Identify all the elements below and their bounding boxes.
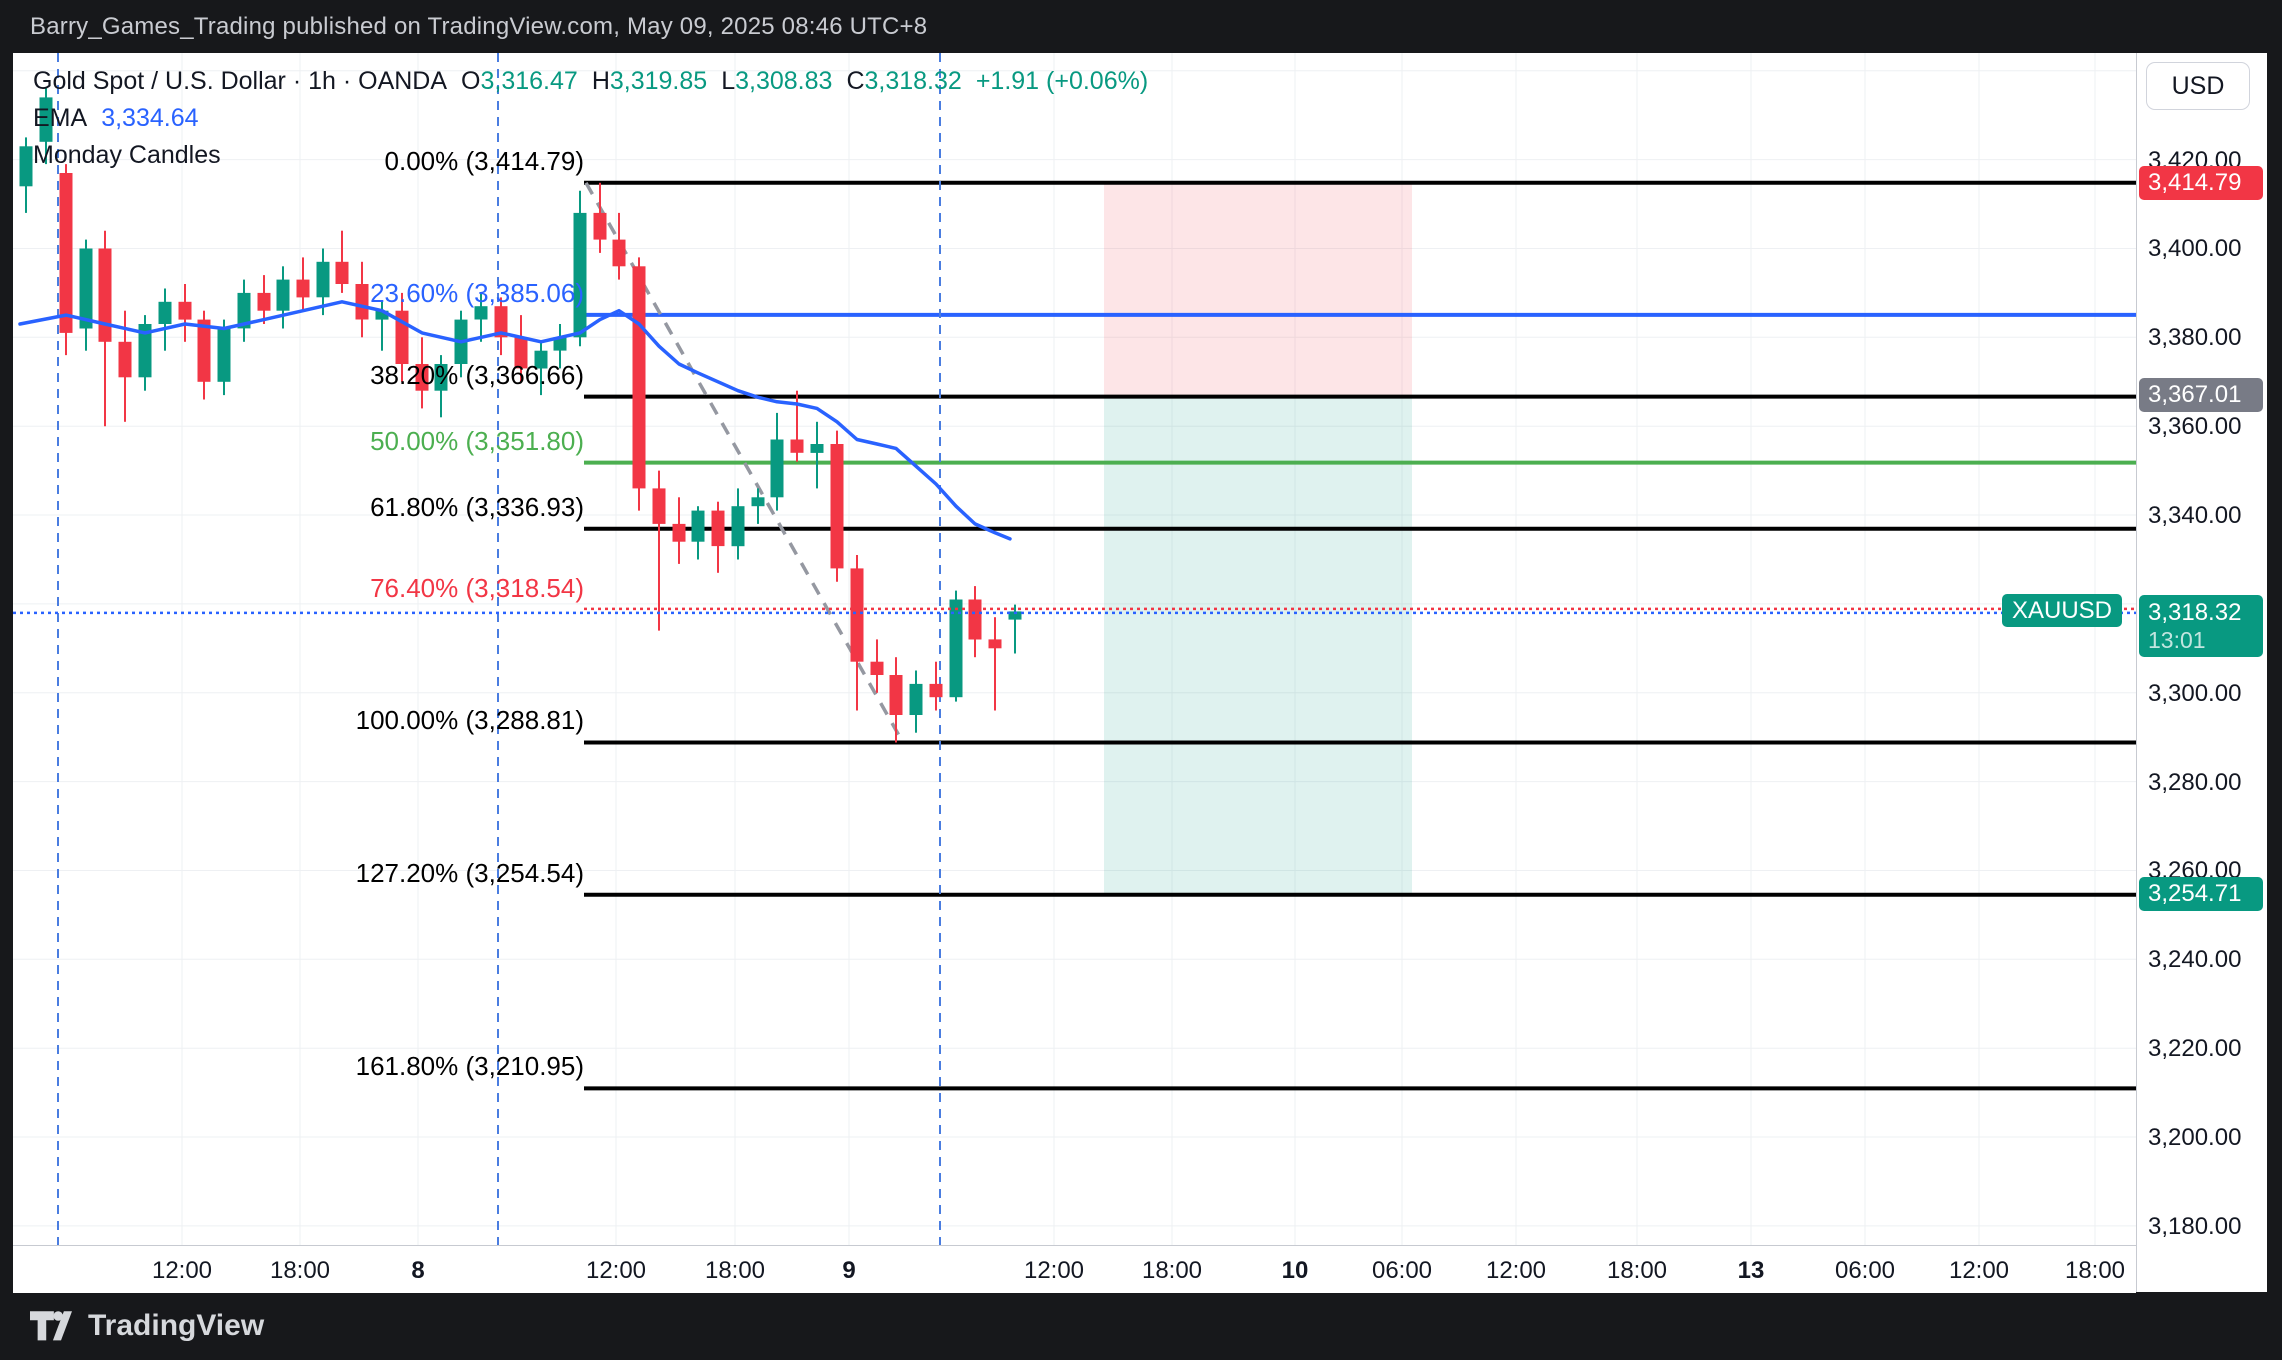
reward-zone xyxy=(1104,395,1412,894)
fib-label-0.00%: 0.00% (3,414.79) xyxy=(384,146,584,176)
legend-symbol-row: Gold Spot / U.S. Dollar · 1h · OANDA O3,… xyxy=(33,67,1148,96)
fib-label-61.80%: 61.80% (3,336.93) xyxy=(370,492,584,522)
price-badge-3,318.32: 3,318.32 13:01 xyxy=(2139,595,2263,657)
price-badge-3,414.79: 3,414.79 xyxy=(2139,166,2263,200)
short-position-tool[interactable] xyxy=(1104,182,1412,894)
time-tick: 18:00 xyxy=(1141,1257,1203,1284)
fib-label-38.20%: 38.20% (3,366.66) xyxy=(370,360,584,390)
publish-bar: Barry_Games_Trading published on Trading… xyxy=(0,0,2282,53)
price-tick: 3,360.00 xyxy=(2148,413,2242,440)
price-tick: 3,300.00 xyxy=(2148,680,2242,707)
price-scale[interactable]: USD 3,420.00 3,400.00 3,380.00 3,360.00 3,34… xyxy=(2136,53,2267,1292)
ema-line xyxy=(18,300,1012,541)
ohlc-open: O3,316.47 xyxy=(461,67,578,95)
price-badge-3,367.01: 3,367.01 xyxy=(2139,378,2263,412)
time-tick: 06:00 xyxy=(1371,1257,1433,1284)
ema-value: 3,334.64 xyxy=(101,104,199,132)
time-tick-day: 10 xyxy=(1281,1257,1309,1284)
currency-button[interactable]: USD xyxy=(2146,62,2250,110)
time-tick: 18:00 xyxy=(269,1257,331,1284)
price-tick: 3,180.00 xyxy=(2148,1213,2242,1240)
price-tick: 3,380.00 xyxy=(2148,324,2242,351)
time-scale[interactable]: 12:00 18:00 8 12:00 18:00 9 12:00 18:00 10 06:00 1… xyxy=(13,1245,2136,1293)
time-tick-day: 9 xyxy=(842,1257,856,1284)
time-tick: 12:00 xyxy=(1948,1257,2010,1284)
price-tick: 3,280.00 xyxy=(2148,769,2242,796)
time-tick: 12:00 xyxy=(1485,1257,1547,1284)
fib-label-161.80%: 161.80% (3,210.95) xyxy=(355,1051,584,1081)
time-tick: 06:00 xyxy=(1834,1257,1896,1284)
price-badge-3,254.71: 3,254.71 xyxy=(2139,877,2263,911)
monday-candles-indicator-label[interactable]: Monday Candles xyxy=(33,141,221,169)
time-tick: 18:00 xyxy=(1606,1257,1668,1284)
chart-panel: Gold Spot / U.S. Dollar · 1h · OANDA O3,… xyxy=(13,53,2267,1293)
monday-candles-day-lines xyxy=(57,53,941,1245)
price-tick: 3,200.00 xyxy=(2148,1124,2242,1151)
chart-legend: Gold Spot / U.S. Dollar · 1h · OANDA O3,… xyxy=(33,67,1148,178)
tradingview-wordmark[interactable]: TradingView xyxy=(88,1309,265,1342)
time-tick-day: 8 xyxy=(411,1257,425,1284)
tradingview-logo-icon[interactable] xyxy=(30,1311,72,1341)
time-tick: 12:00 xyxy=(151,1257,213,1284)
fib-label-127.20%: 127.20% (3,254.54) xyxy=(355,858,584,888)
ohlc-high: H3,319.85 xyxy=(591,67,708,95)
candlestick-series xyxy=(19,88,1022,743)
ohlc-low: L3,308.83 xyxy=(721,67,833,95)
legend-indicator-row: Monday Candles xyxy=(33,141,1148,170)
ema-indicator-label[interactable]: EMA xyxy=(33,104,88,132)
fib-label-100.00%: 100.00% (3,288.81) xyxy=(355,705,584,735)
time-tick: 12:00 xyxy=(1023,1257,1085,1284)
price-tick: 3,340.00 xyxy=(2148,502,2242,529)
chart-plot-area[interactable] xyxy=(13,53,2136,1250)
change-text: +1.91 (+0.06%) xyxy=(975,67,1149,95)
time-tick: 18:00 xyxy=(704,1257,766,1284)
symbol-price-tag: XAUUSD xyxy=(2002,594,2122,627)
footer-bar: TradingView xyxy=(0,1292,2282,1360)
risk-zone xyxy=(1104,182,1412,396)
fib-label-23.60%: 23.60% (3,385.06) xyxy=(370,278,584,308)
ohlc-close: C3,318.32 xyxy=(846,67,962,95)
fib-label-50.00%: 50.00% (3,351.80) xyxy=(370,426,584,456)
price-tick: 3,240.00 xyxy=(2148,946,2242,973)
grid xyxy=(13,53,2136,1245)
fib-label-76.40%: 76.40% (3,318.54) xyxy=(370,573,584,603)
symbol-title[interactable]: Gold Spot / U.S. Dollar · 1h · OANDA xyxy=(33,67,448,95)
publish-text: Barry_Games_Trading published on Trading… xyxy=(30,12,928,40)
time-tick: 18:00 xyxy=(2064,1257,2126,1284)
legend-ema-row: EMA 3,334.64 xyxy=(33,104,1148,133)
time-tick: 12:00 xyxy=(585,1257,647,1284)
trendline[interactable] xyxy=(584,181,905,744)
price-tick: 3,400.00 xyxy=(2148,235,2242,262)
price-tick: 3,220.00 xyxy=(2148,1035,2242,1062)
time-tick-day: 13 xyxy=(1737,1257,1765,1284)
